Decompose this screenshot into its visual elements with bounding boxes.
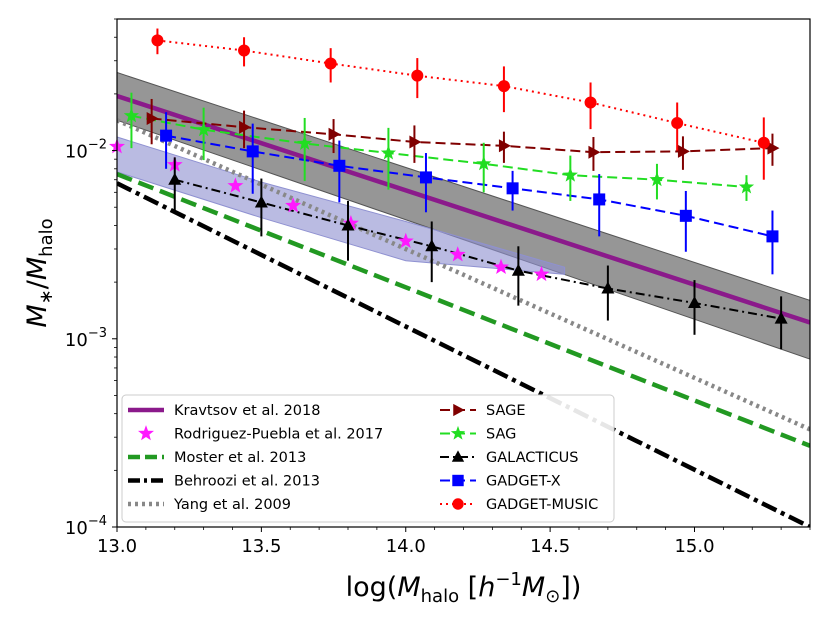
legend-marker-gadget-x (452, 474, 464, 487)
band-rodriguez-puebla-et-al-2017-scatter (117, 136, 566, 275)
y-tick-label: 10−4 (65, 514, 107, 539)
line-moster-et-al-2013 (117, 172, 810, 448)
point-galacticus (688, 295, 701, 308)
point-sag (380, 145, 396, 160)
point-rodriguez-puebla-et-al-2017 (227, 177, 244, 193)
point-rodriguez-puebla-et-al-2017 (342, 215, 359, 231)
x-tick-label: 14.5 (530, 536, 570, 557)
legend-label-gadget-x: GADGET-X (486, 474, 561, 490)
point-rodriguez-puebla-et-al-2017 (285, 197, 302, 213)
legend-label-behroozi-et-al-2013: Behroozi et al. 2013 (174, 474, 320, 490)
legend-marker-sage (453, 403, 465, 417)
legend-box (121, 394, 615, 523)
line-behroozi-et-al-2013 (117, 181, 810, 527)
point-gadget-music (757, 136, 770, 149)
point-gadget-music (497, 80, 510, 93)
legend-marker-sag (450, 425, 466, 440)
point-rodriguez-puebla-et-al-2017 (533, 265, 550, 282)
point-sag (738, 179, 755, 194)
band-kravtsov-et-al-2018-scatter (117, 71, 810, 360)
point-galacticus (774, 311, 788, 324)
point-rodriguez-puebla-et-al-2017 (449, 246, 466, 262)
x-tick-label: 14.0 (386, 536, 426, 557)
legend-label-moster-et-al-2013: Moster et al. 2013 (174, 450, 306, 466)
point-sage (328, 127, 341, 141)
legend-label-gadget-music: GADGET-MUSIC (486, 497, 598, 513)
point-rodriguez-puebla-et-al-2017 (397, 232, 414, 248)
point-rodriguez-puebla-et-al-2017 (493, 258, 509, 274)
legend-label-kravtsov-et-al-2018: Kravtsov et al. 2018 (174, 403, 321, 419)
legend-label-yang-et-al-2009: Yang et al. 2009 (173, 497, 291, 513)
point-sag (649, 171, 665, 187)
point-gadget-x (506, 182, 519, 195)
point-gadget-x (246, 145, 259, 158)
point-gadget-x (160, 129, 173, 142)
point-sage (146, 112, 159, 126)
legend-label-galacticus: GALACTICUS (486, 450, 578, 466)
x-axis-label: log(Mhalo [h−1M⊙]) (346, 569, 582, 607)
point-sage (588, 145, 601, 159)
line-yang-et-al-2009 (117, 118, 810, 432)
line-gadget-x (165, 134, 773, 238)
x-tick-label: 13.0 (97, 536, 137, 557)
point-gadget-music (238, 44, 251, 57)
point-galacticus (168, 172, 182, 185)
point-gadget-music (671, 117, 684, 130)
point-gadget-music (151, 34, 164, 47)
legend-marker-galacticus (451, 450, 465, 462)
point-gadget-music (324, 57, 337, 70)
line-sage (151, 117, 773, 154)
point-sage (239, 120, 252, 134)
point-galacticus (254, 195, 268, 208)
line-gadget-music (157, 39, 765, 144)
point-galacticus (425, 239, 439, 252)
y-tick-label: 10−3 (65, 326, 107, 351)
x-tick-label: 15.0 (674, 536, 714, 557)
y-axis-label: M∗/Mhalo (22, 218, 57, 327)
point-sag (562, 167, 578, 182)
point-gadget-x (679, 209, 692, 222)
point-galacticus (511, 263, 525, 276)
point-gadget-x (333, 159, 346, 172)
point-galacticus (341, 218, 355, 231)
point-gadget-x (766, 230, 779, 243)
x-tick-label: 13.5 (241, 536, 281, 557)
legend-label-rodriguez-puebla-et-al-2017: Rodriguez-Puebla et al. 2017 (174, 427, 383, 443)
point-galacticus (601, 281, 615, 294)
legend-marker-gadget-music (452, 498, 464, 510)
point-sag (196, 121, 212, 137)
legend-label-sage: SAGE (486, 403, 526, 419)
y-tick-label: 10−2 (65, 138, 107, 163)
point-sag (123, 107, 139, 123)
line-galacticus (174, 178, 782, 320)
point-gadget-music (584, 96, 597, 109)
point-sag (476, 155, 492, 171)
point-sag (297, 135, 313, 150)
point-sage (767, 141, 780, 155)
legend-label-sag: SAG (486, 427, 516, 443)
point-sage (409, 135, 422, 149)
point-gadget-x (593, 193, 606, 206)
point-gadget-music (411, 69, 424, 82)
point-sage (498, 139, 511, 153)
line-sag (131, 114, 747, 188)
legend-marker-rodriguez-puebla-et-al-2017 (138, 425, 154, 441)
point-gadget-x (419, 171, 432, 184)
point-sage (677, 144, 690, 158)
